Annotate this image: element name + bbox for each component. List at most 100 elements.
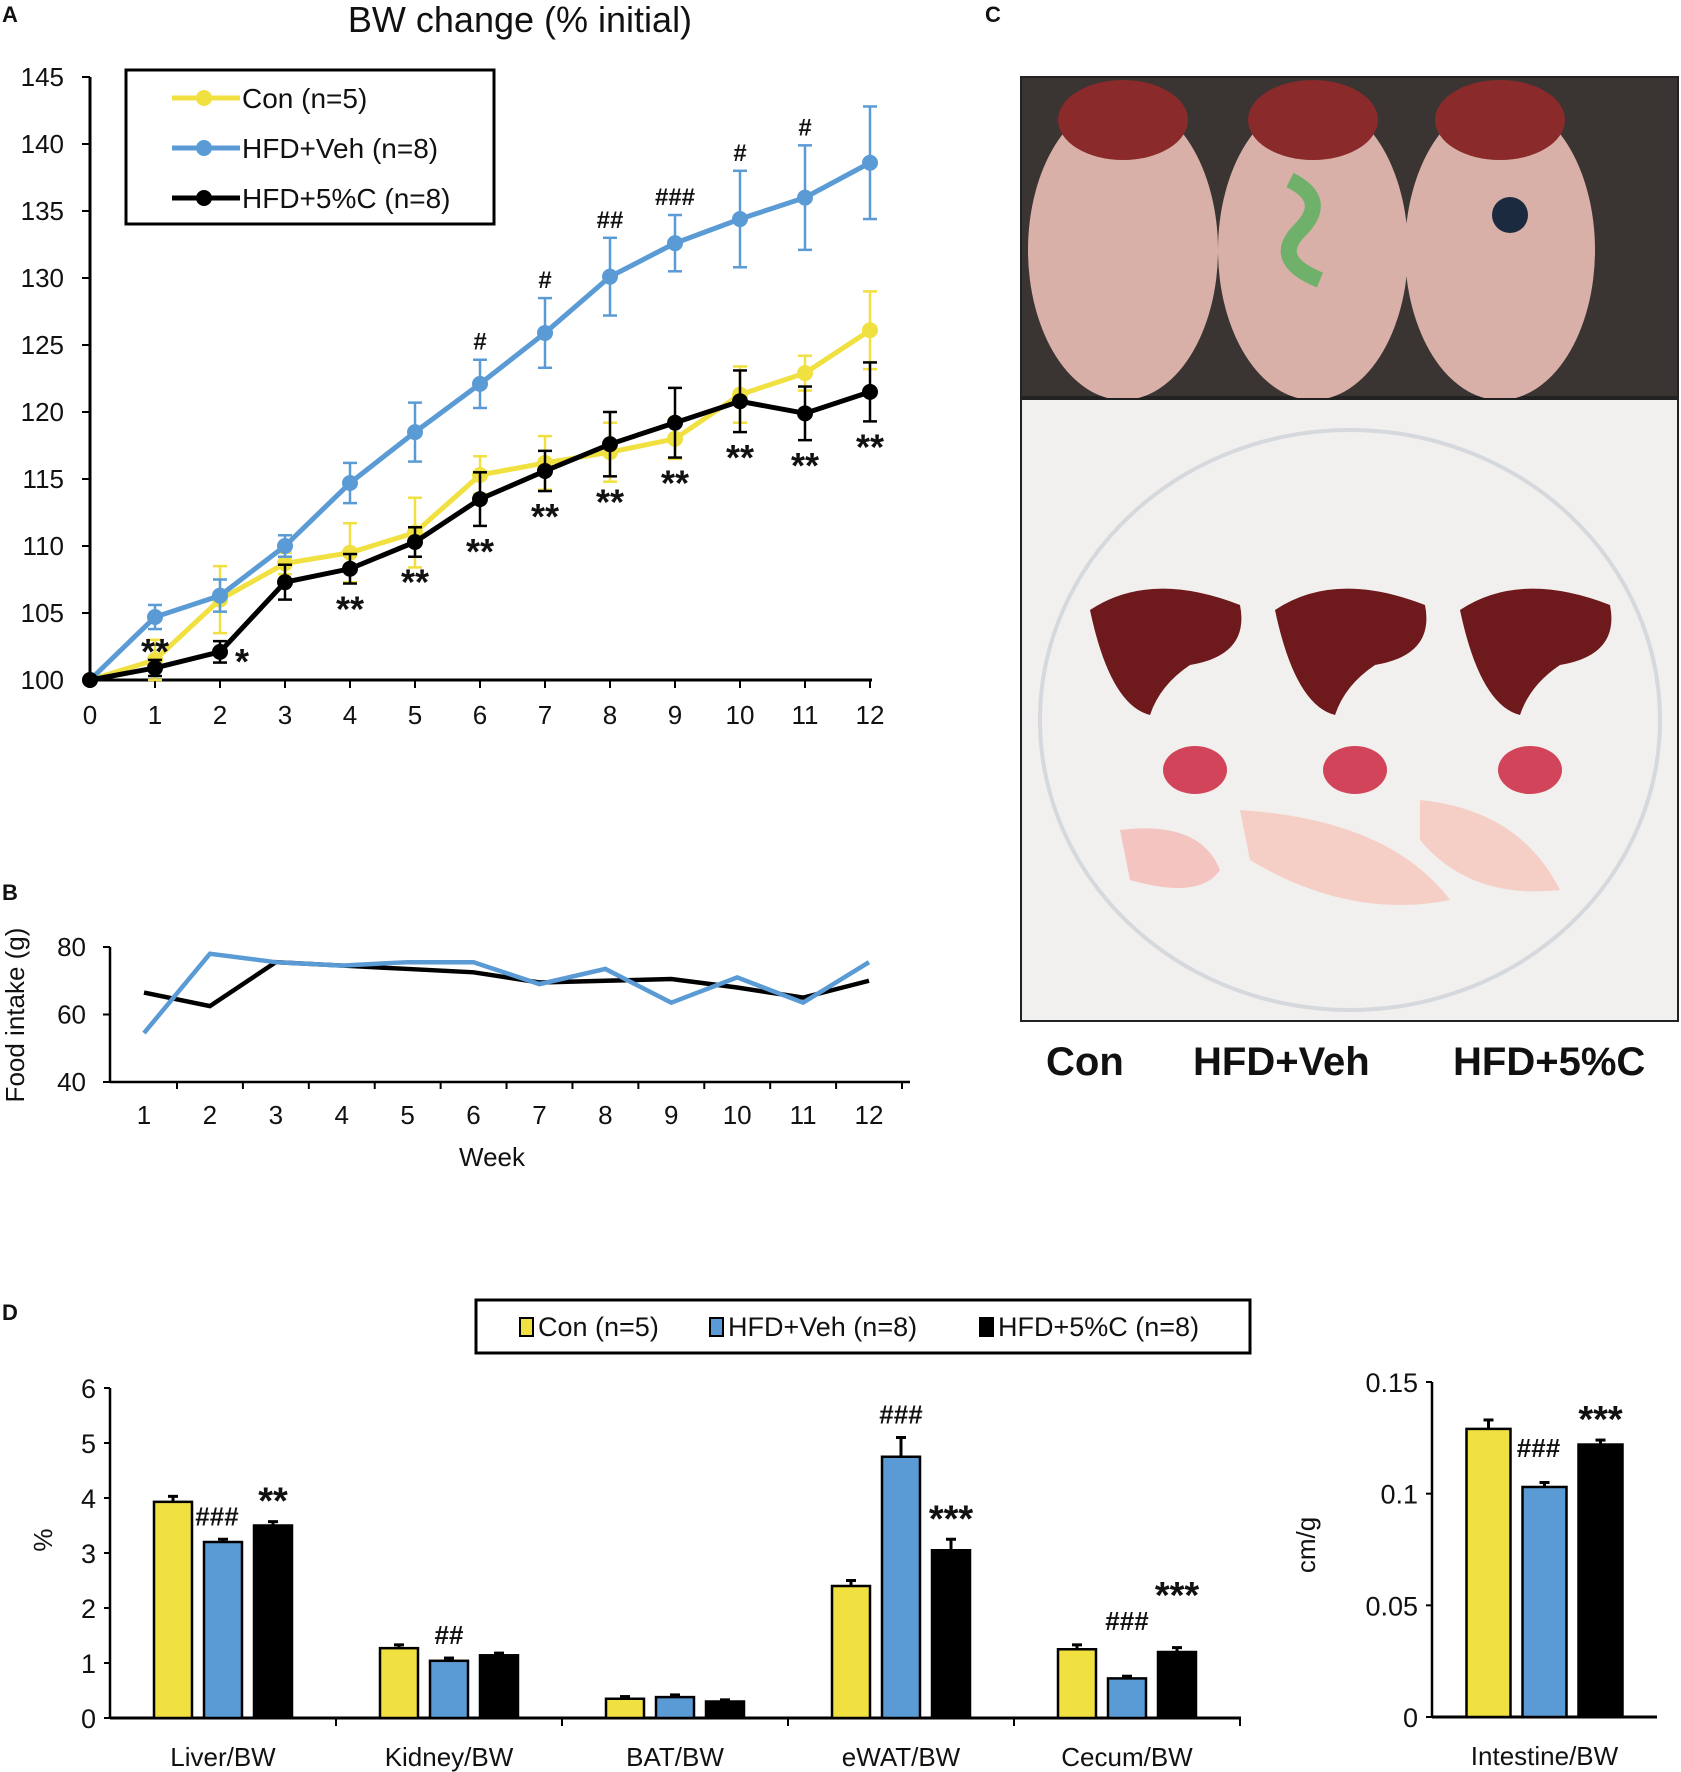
y-tick-label: 115 [23,464,64,494]
x-tick-label: 1 [148,700,162,730]
chart-title: BW change (% initial) [348,0,692,40]
y-tick-label: 60 [57,1000,86,1030]
mouse-liver [1058,80,1188,160]
data-point [797,189,813,206]
x-tick-label: 10 [723,1100,752,1130]
legend-marker [196,190,212,206]
legend-marker [196,90,212,106]
category-label: eWAT/BW [842,1742,961,1772]
bar-ewat-bw-2 [930,1549,972,1720]
y-tick-label: 100 [21,665,64,695]
significance-star: ** [596,481,624,522]
data-point [602,436,618,453]
data-point [537,462,553,479]
significance-star: *** [1578,1399,1623,1441]
significance-star: ** [466,531,494,572]
significance-hash: # [733,140,746,167]
y-tick-label: 6 [81,1374,96,1404]
category-label: Kidney/BW [385,1742,514,1772]
series-2 [82,361,878,688]
data-point [342,475,358,492]
data-point [82,672,98,688]
legend-label: Con (n=5) [538,1312,659,1342]
y-axis-label: Food intake (g) [0,928,30,1103]
y-tick-label: 5 [81,1429,96,1459]
category-label: Intestine/BW [1471,1741,1619,1771]
data-point [212,587,228,604]
category-label: Cecum/BW [1061,1742,1193,1772]
y-tick-label: 110 [23,531,64,561]
x-tick-label: 4 [343,700,357,730]
bar-cecum-bw-2 [1156,1650,1198,1720]
green-intestine [1280,172,1324,288]
data-point [277,555,293,572]
panel-label-d: D [2,1300,18,1325]
x-tick-label: 3 [269,1100,283,1130]
fat-con [1120,828,1220,888]
bar-cecum-bw-1 [1106,1677,1148,1720]
bar-bat-bw-2 [704,1700,746,1720]
bar-kidney-bw-1 [428,1659,470,1720]
dark-cecum [1492,197,1528,233]
mouse-liver [1248,80,1378,160]
data-point [342,544,358,561]
data-point [212,643,228,660]
data-point [667,235,683,252]
bar-intestine-bw-0 [1465,1427,1512,1719]
bar-kidney-bw-2 [478,1654,520,1720]
x-tick-label: 9 [668,700,682,730]
data-point [277,574,293,591]
data-point [277,538,293,554]
significance-star: ** [336,589,364,630]
significance-hash: # [473,329,486,356]
significance-hash: # [538,267,551,294]
photo-label-hfd-veh: HFD+Veh [1193,1040,1370,1084]
liver [1275,588,1427,715]
x-tick-label: 1 [137,1100,151,1130]
bar-bat-bw-0 [604,1697,646,1720]
x-tick-label: 4 [334,1100,348,1130]
x-tick-label: 6 [473,700,487,730]
x-tick-label: 12 [856,700,885,730]
y-tick-label: 0.1 [1380,1480,1418,1510]
x-axis-label: Week [459,1142,526,1172]
y-tick-label: 4 [81,1484,96,1514]
x-tick-label: 8 [598,1100,612,1130]
x-tick-label: 8 [603,700,617,730]
x-tick-label: 3 [278,700,292,730]
significance-star: ** [531,496,559,537]
legend-label: HFD+Veh (n=8) [728,1312,917,1342]
significance-hash: ### [655,184,695,211]
x-tick-label: 12 [855,1100,884,1130]
legend-label: HFD+5%C (n=8) [998,1312,1199,1342]
photo-label-con: Con [1046,1040,1124,1084]
fat-hfd-veh [1240,810,1450,905]
data-point [862,154,878,171]
significance-star: ** [856,426,884,467]
series-line [88,160,872,682]
bar-ewat-bw-1 [880,1455,922,1720]
x-tick-label: 5 [408,700,422,730]
x-tick-label: 2 [203,1100,217,1130]
data-point [732,211,748,228]
bar-kidney-bw-0 [378,1646,420,1720]
y-tick-label: 135 [21,196,64,226]
y-tick-label: 0 [1403,1703,1418,1733]
category-label: BAT/BW [626,1742,724,1772]
x-tick-label: 11 [792,700,819,730]
kidney [1498,746,1562,794]
legend-label: Con (n=5) [242,83,367,114]
data-point [667,414,683,431]
data-point [732,393,748,410]
panel-label-c: C [985,2,1001,27]
bar-intestine-bw-2 [1577,1443,1624,1719]
data-point [407,424,423,441]
y-tick-label: 120 [21,397,64,427]
y-tick-label: 80 [57,932,86,962]
significance-star: ** [141,631,169,672]
data-point [472,491,488,508]
x-tick-label: 7 [532,1100,546,1130]
y-axis-label: cm/g [1291,1517,1321,1573]
